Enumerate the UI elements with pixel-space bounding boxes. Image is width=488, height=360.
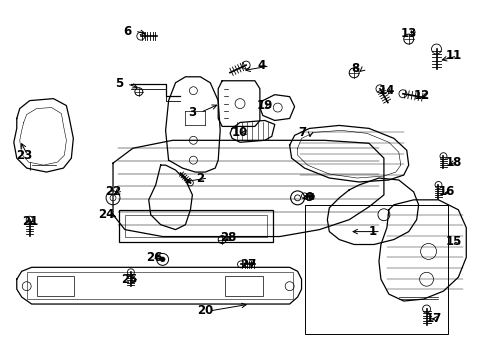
Text: 19: 19 — [256, 99, 273, 112]
Text: 14: 14 — [378, 84, 394, 97]
Text: 2: 2 — [196, 171, 204, 185]
Text: 20: 20 — [197, 305, 213, 318]
Text: 27: 27 — [240, 258, 256, 271]
Text: 6: 6 — [122, 24, 131, 38]
Text: 10: 10 — [232, 126, 248, 139]
Circle shape — [160, 257, 165, 262]
Text: 8: 8 — [350, 62, 359, 75]
Text: 13: 13 — [400, 27, 416, 40]
Text: 21: 21 — [21, 215, 38, 228]
Bar — [124, 215, 266, 237]
Text: 1: 1 — [368, 225, 376, 238]
Text: 7: 7 — [298, 126, 306, 139]
Text: 28: 28 — [220, 231, 236, 244]
Text: 24: 24 — [98, 208, 114, 221]
Text: 25: 25 — [121, 273, 137, 286]
Text: 23: 23 — [16, 149, 32, 162]
Text: 12: 12 — [413, 89, 429, 102]
Text: 4: 4 — [257, 59, 265, 72]
Text: 16: 16 — [438, 185, 454, 198]
Bar — [304, 205, 447, 334]
Text: 3: 3 — [188, 106, 196, 119]
Text: 26: 26 — [145, 251, 162, 264]
Text: 11: 11 — [445, 49, 461, 63]
Text: 17: 17 — [425, 312, 441, 325]
Text: 15: 15 — [445, 235, 461, 248]
Text: 5: 5 — [115, 77, 123, 90]
Text: 18: 18 — [445, 156, 461, 168]
Bar — [119, 210, 272, 242]
Bar — [37, 276, 74, 296]
Text: 22: 22 — [105, 185, 121, 198]
Bar — [27, 272, 292, 299]
Bar — [224, 276, 263, 296]
Text: 9: 9 — [305, 192, 313, 204]
